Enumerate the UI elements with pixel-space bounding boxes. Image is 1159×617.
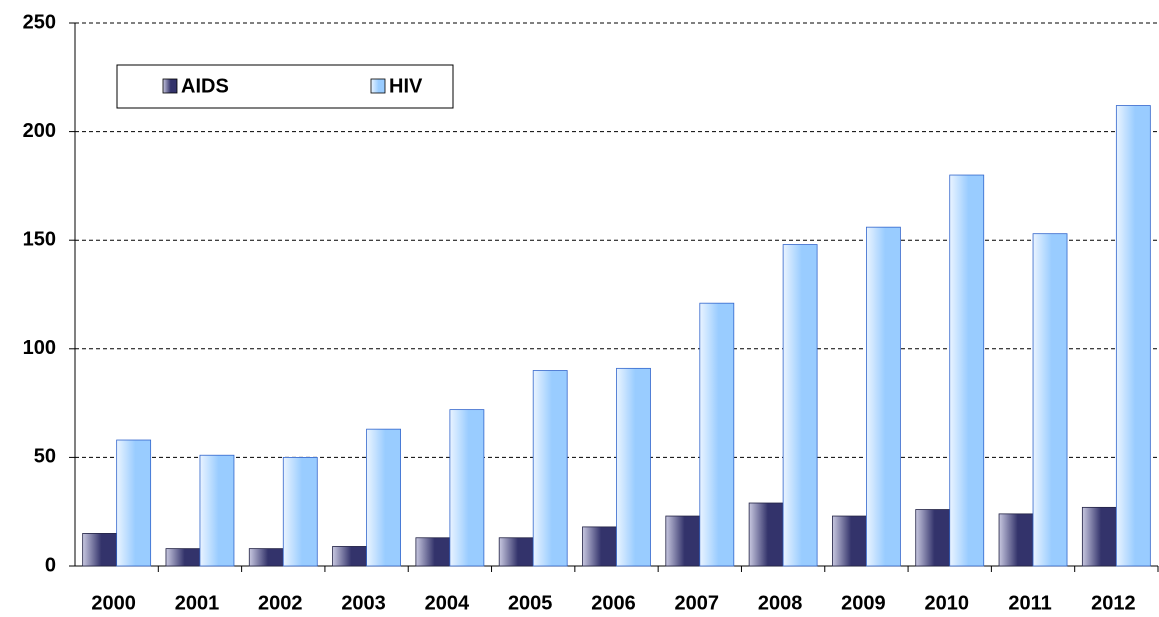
bar — [782, 244, 818, 567]
bar — [248, 548, 284, 567]
x-tick-label: 2008 — [758, 592, 803, 614]
bar — [582, 526, 617, 567]
legend-label: HIV — [389, 75, 423, 97]
bar — [699, 302, 735, 567]
x-tick-label: 2009 — [841, 592, 886, 614]
bar — [282, 456, 318, 567]
bar — [415, 537, 451, 567]
bar — [1032, 233, 1068, 567]
legend-swatch — [162, 78, 178, 94]
bar — [949, 174, 985, 567]
legend-swatch — [370, 78, 386, 94]
legend: AIDS HIV — [116, 64, 454, 109]
x-tick-label: 2003 — [341, 592, 386, 614]
y-tick-label: 200 — [23, 120, 56, 142]
y-tick-label: 0 — [45, 554, 56, 576]
bar — [165, 548, 201, 567]
bar — [332, 546, 367, 567]
bar — [1081, 506, 1117, 567]
bar — [915, 509, 951, 567]
x-tick-label: 2006 — [591, 592, 636, 614]
y-tick-label: 150 — [23, 228, 56, 250]
y-tick-label: 100 — [23, 337, 56, 359]
x-tick-label: 2004 — [425, 592, 470, 614]
bar — [366, 428, 401, 567]
x-tick-label: 2000 — [91, 592, 136, 614]
bar — [116, 439, 152, 567]
bar — [832, 515, 867, 567]
bar — [998, 513, 1034, 567]
x-tick-label: 2007 — [675, 592, 720, 614]
bar — [498, 537, 534, 567]
bar — [1115, 105, 1151, 567]
bar — [82, 533, 118, 567]
legend-label: AIDS — [181, 75, 229, 97]
y-tick-label: 50 — [34, 446, 56, 468]
x-tick-label: 2010 — [924, 592, 969, 614]
bar — [199, 454, 235, 567]
x-tick-label: 2012 — [1091, 592, 1136, 614]
bar — [532, 370, 568, 567]
bar — [616, 367, 651, 567]
bar — [665, 515, 701, 567]
x-tick-label: 2005 — [508, 592, 553, 614]
bar — [748, 502, 784, 567]
y-tick-label: 250 — [23, 11, 56, 33]
bar — [866, 226, 901, 567]
x-tick-label: 2011 — [1008, 592, 1051, 614]
x-tick-label: 2002 — [258, 592, 303, 614]
x-tick-label: 2001 — [175, 592, 220, 614]
bar — [449, 409, 485, 567]
